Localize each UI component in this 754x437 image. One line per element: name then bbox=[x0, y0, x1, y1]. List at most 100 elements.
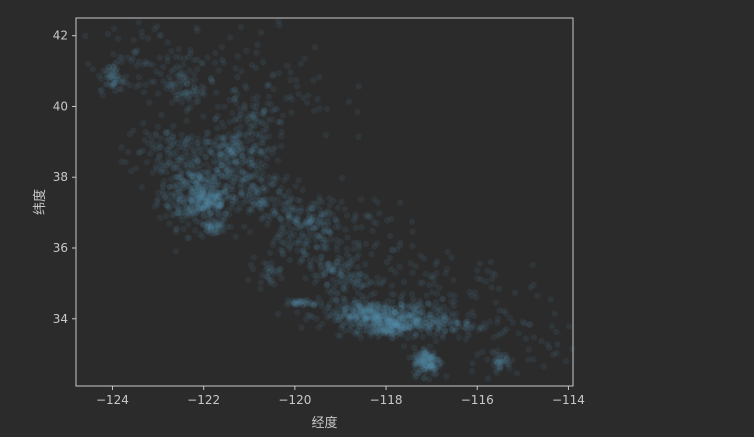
data-point bbox=[342, 319, 349, 326]
data-point bbox=[172, 202, 179, 210]
data-point bbox=[233, 138, 240, 146]
data-point bbox=[398, 325, 405, 332]
data-point bbox=[257, 196, 264, 203]
data-point bbox=[114, 65, 121, 73]
data-point bbox=[184, 144, 191, 151]
data-point bbox=[426, 365, 433, 372]
data-point bbox=[370, 322, 377, 329]
data-point bbox=[215, 206, 222, 213]
data-point bbox=[374, 306, 382, 314]
data-point bbox=[347, 273, 354, 281]
data-point bbox=[320, 228, 327, 235]
data-point bbox=[388, 322, 396, 329]
data-point bbox=[199, 221, 207, 228]
data-point bbox=[371, 305, 378, 312]
data-point bbox=[209, 178, 216, 185]
data-point bbox=[418, 323, 425, 331]
data-point bbox=[315, 258, 322, 265]
data-point bbox=[210, 218, 217, 226]
data-point bbox=[326, 230, 334, 237]
data-point bbox=[247, 128, 254, 135]
data-point bbox=[494, 358, 501, 365]
data-point bbox=[317, 221, 325, 228]
data-point bbox=[217, 141, 224, 149]
data-point bbox=[421, 360, 428, 367]
data-point bbox=[425, 321, 433, 329]
data-point bbox=[212, 225, 220, 232]
data-point bbox=[112, 67, 120, 74]
data-point bbox=[219, 195, 226, 203]
data-point bbox=[236, 162, 243, 169]
data-point bbox=[348, 323, 355, 330]
data-point bbox=[211, 175, 218, 183]
data-point bbox=[309, 231, 317, 238]
data-point bbox=[309, 224, 317, 231]
data-point bbox=[314, 276, 321, 283]
data-point bbox=[247, 163, 254, 171]
data-point bbox=[263, 82, 270, 90]
data-point bbox=[277, 118, 284, 125]
data-point bbox=[257, 285, 264, 292]
data-point bbox=[305, 232, 312, 240]
data-point bbox=[506, 314, 514, 322]
data-point bbox=[211, 230, 219, 237]
data-point bbox=[237, 123, 244, 130]
data-point bbox=[161, 193, 169, 200]
data-point bbox=[371, 243, 378, 250]
data-point bbox=[271, 106, 279, 113]
data-point bbox=[204, 193, 211, 201]
data-point bbox=[103, 74, 111, 81]
data-point bbox=[247, 174, 254, 181]
data-point bbox=[259, 109, 266, 117]
data-point bbox=[379, 314, 386, 322]
data-point bbox=[323, 105, 331, 113]
data-point bbox=[427, 314, 434, 321]
data-point bbox=[168, 82, 175, 90]
data-point bbox=[187, 204, 194, 211]
data-point bbox=[274, 310, 282, 318]
data-point bbox=[256, 131, 263, 138]
data-point bbox=[381, 276, 388, 284]
data-point bbox=[194, 98, 202, 105]
data-point bbox=[470, 322, 477, 329]
data-point bbox=[270, 196, 277, 203]
data-point bbox=[397, 311, 404, 319]
data-point bbox=[207, 224, 214, 232]
data-point bbox=[188, 207, 195, 214]
data-point bbox=[178, 98, 185, 106]
data-point bbox=[278, 142, 285, 150]
data-point bbox=[276, 189, 283, 197]
data-point bbox=[385, 322, 392, 329]
data-point bbox=[318, 253, 325, 261]
data-point bbox=[322, 132, 330, 139]
data-point bbox=[387, 305, 394, 312]
data-point bbox=[301, 222, 308, 230]
data-point bbox=[309, 313, 316, 321]
data-point bbox=[226, 150, 233, 157]
data-point bbox=[239, 188, 246, 195]
data-point bbox=[363, 308, 370, 315]
data-point bbox=[221, 216, 228, 223]
data-point bbox=[346, 254, 353, 261]
data-point bbox=[202, 226, 210, 233]
data-point bbox=[206, 209, 214, 216]
data-point bbox=[425, 353, 432, 360]
data-point bbox=[324, 314, 331, 321]
data-point bbox=[380, 308, 388, 316]
data-point bbox=[444, 248, 451, 256]
data-point bbox=[252, 162, 259, 169]
data-point bbox=[392, 321, 400, 329]
data-point bbox=[286, 206, 293, 213]
data-point bbox=[381, 303, 388, 310]
data-point bbox=[230, 198, 237, 205]
data-point bbox=[103, 80, 111, 87]
data-point bbox=[228, 157, 235, 164]
data-point bbox=[198, 176, 205, 183]
data-point bbox=[329, 267, 336, 275]
data-point bbox=[208, 149, 215, 156]
data-point bbox=[259, 174, 266, 181]
data-point bbox=[318, 253, 325, 260]
data-point bbox=[245, 276, 252, 283]
data-point bbox=[300, 240, 308, 248]
data-point bbox=[211, 205, 219, 212]
